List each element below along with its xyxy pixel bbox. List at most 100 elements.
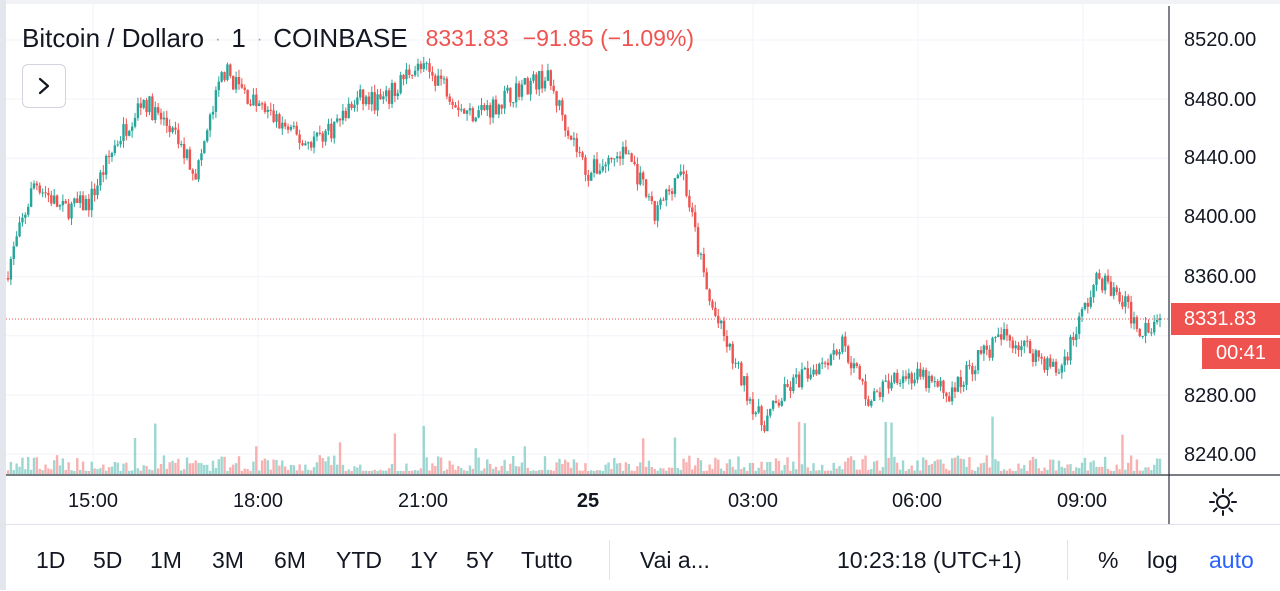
candle-body [1040,356,1043,359]
candle-body [887,380,890,389]
volume-bar [76,458,79,474]
volume-bar [1020,468,1023,474]
volume-bar [338,442,342,474]
candle-body [38,185,41,193]
candle-body [806,368,809,379]
volume-bar [529,470,532,474]
candle-body [893,372,896,383]
volume-bar [621,470,625,474]
range-6m-button[interactable]: 6M [274,547,306,573]
volume-bar [766,462,769,474]
range-1m-button[interactable]: 1M [150,547,182,573]
candle-body [1127,296,1130,302]
candle-body [792,377,795,392]
volume-bar [286,470,290,474]
candle-body [997,334,1000,338]
candle-body [125,124,128,136]
candle-body [745,376,749,401]
range-all-button[interactable]: Tutto [521,547,573,573]
volume-bar [1127,462,1130,474]
candle-body [835,350,838,355]
candle-body [884,380,887,382]
candle-body [408,69,411,75]
percent-scale-toggle[interactable]: % [1098,547,1119,573]
candle-body [503,90,506,109]
log-scale-toggle[interactable]: log [1147,547,1178,573]
volume-bar [841,469,844,474]
candle-body [266,109,270,112]
volume-bar [180,470,183,474]
symbol-title[interactable]: Bitcoin / Dollaro [22,22,205,53]
candle-body [740,362,743,386]
candle-body [162,117,166,120]
go-to-date-button[interactable]: Vai a... [640,547,710,573]
range-3m-button[interactable]: 3M [212,547,244,573]
candle-body [249,103,252,106]
candle-body [301,143,304,146]
candle-body [1051,361,1055,367]
auto-scale-toggle[interactable]: auto [1209,547,1254,573]
chart-settings-button[interactable] [1206,485,1240,519]
volume-bar [168,462,171,474]
volume-bar [901,460,905,474]
candle-body [1115,287,1118,292]
volume-bar [402,470,405,474]
volume-bar [636,466,639,474]
volume-bar [971,470,974,474]
candle-body [295,125,298,135]
candle-body [197,160,200,180]
volume-bar [44,464,47,474]
timezone-clock[interactable]: 10:23:18 (UTC+1) [837,547,1022,573]
candle-body [442,78,446,80]
volume-bar [945,468,948,474]
volume-bar [162,455,166,474]
volume-bar [64,470,67,474]
candle-body [693,212,697,228]
volume-bar [769,461,772,474]
last-price: 8331.83 [425,24,509,51]
volume-bar [125,462,128,474]
volume-bar [434,465,437,474]
candle-body [373,92,376,111]
volume-bar [367,470,371,474]
chart-canvas[interactable] [0,0,1280,525]
volume-bar [359,464,362,474]
volume-bar [907,469,911,474]
candle-body [855,363,859,367]
volume-bar [852,460,856,474]
volume-bar [549,470,552,474]
volume-bar [1083,457,1087,474]
range-5y-button[interactable]: 5Y [466,547,495,573]
volume-bar [517,466,521,474]
interval-label[interactable]: 1 [231,22,246,53]
candle-body [618,156,622,159]
separator-dot: · [256,31,263,48]
volume-bar [737,456,740,474]
volume-bar [1132,470,1136,474]
candle-body [942,380,945,393]
volume-bar [497,470,501,474]
volume-bar [50,469,53,474]
candle-body [286,126,290,130]
expand-legend-button[interactable] [22,64,66,108]
volume-bar [1023,465,1026,474]
range-ytd-button[interactable]: YTD [336,547,382,573]
candle-body [136,103,140,118]
candle-body [1054,361,1058,373]
volume-bar [630,470,633,474]
volume-bar [584,463,587,474]
volume-bar [927,464,931,474]
volume-bar [922,457,925,474]
candle-body [318,132,322,134]
candle-body [439,75,443,79]
volume-bar [1075,467,1078,474]
candle-body [70,203,73,219]
volume-bar [540,469,544,474]
candle-body [379,94,382,100]
range-1y-button[interactable]: 1Y [410,547,439,573]
volume-bar [1051,459,1055,474]
range-5d-button[interactable]: 5D [93,547,123,573]
range-1d-button[interactable]: 1D [36,547,66,573]
candle-body [252,94,255,106]
volume-bar [32,457,36,474]
